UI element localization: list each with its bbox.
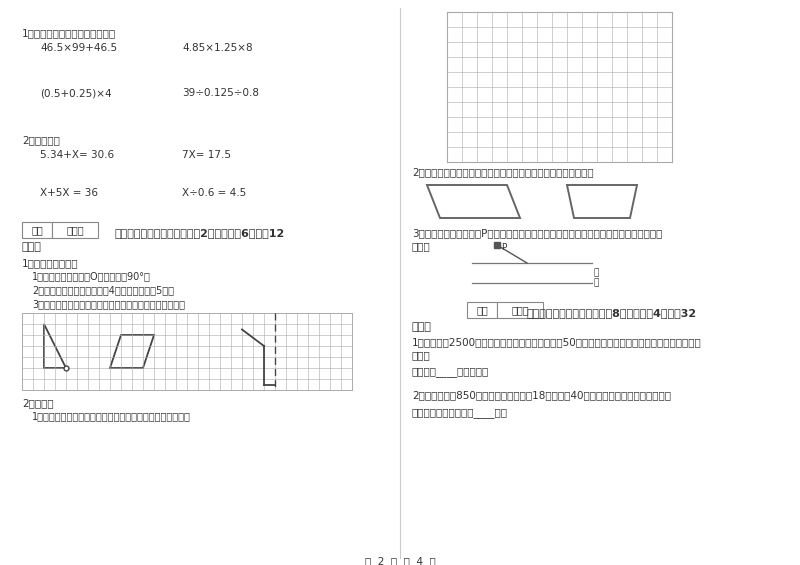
Text: 4.85×1.25×8: 4.85×1.25×8 bbox=[182, 43, 253, 53]
Text: P: P bbox=[501, 243, 506, 252]
Text: 7X= 17.5: 7X= 17.5 bbox=[182, 150, 231, 160]
Text: 3．画出右边的图形的另一半，使它成为一个轴对称图形。: 3．画出右边的图形的另一半，使它成为一个轴对称图形。 bbox=[32, 299, 185, 309]
Text: 得分: 得分 bbox=[476, 305, 488, 315]
Text: 1．将下图三角形绕点O逆时针旋转90°。: 1．将下图三角形绕点O逆时针旋转90°。 bbox=[32, 271, 151, 281]
Text: 46.5×99+46.5: 46.5×99+46.5 bbox=[40, 43, 117, 53]
Text: X+5X = 36: X+5X = 36 bbox=[40, 188, 98, 198]
Text: (0.5+0.25)×4: (0.5+0.25)×4 bbox=[40, 88, 112, 98]
Text: 出来）: 出来） bbox=[412, 241, 430, 251]
Text: 3．河岸上有一个喷水口P，从小河中插一根水管到喷水口，怎样接最省材料？（在图中画: 3．河岸上有一个喷水口P，从小河中插一根水管到喷水口，怎样接最省材料？（在图中画 bbox=[412, 228, 662, 238]
Bar bbox=[22, 222, 52, 238]
Text: 六、应用知识，解决问题（共8小题，每题4分，共32: 六、应用知识，解决问题（共8小题，每题4分，共32 bbox=[527, 308, 697, 318]
Text: 评卷人: 评卷人 bbox=[66, 225, 84, 235]
Text: 39÷0.125÷0.8: 39÷0.125÷0.8 bbox=[182, 88, 259, 98]
Text: 2．在下图中，各画一条线段，把它分成一个三角形和一个梯形。: 2．在下图中，各画一条线段，把它分成一个三角形和一个梯形。 bbox=[412, 167, 594, 177]
Text: 2．作图。: 2．作图。 bbox=[22, 398, 54, 408]
Text: 评卷人: 评卷人 bbox=[511, 305, 529, 315]
Text: 第  2  页  共  4  页: 第 2 页 共 4 页 bbox=[365, 556, 435, 565]
Text: 线杆？: 线杆？ bbox=[412, 350, 430, 360]
Text: 5.34+X= 30.6: 5.34+X= 30.6 bbox=[40, 150, 114, 160]
Text: 小: 小 bbox=[594, 268, 599, 277]
Text: X÷0.6 = 4.5: X÷0.6 = 4.5 bbox=[182, 188, 246, 198]
Bar bbox=[52, 222, 98, 238]
Text: 2．解方程。: 2．解方程。 bbox=[22, 135, 60, 145]
Text: 2．王老师带了850元钱去买足球，买了18个，找回40元，每个足球的价钱是多少元？: 2．王老师带了850元钱去买足球，买了18个，找回40元，每个足球的价钱是多少元… bbox=[412, 390, 671, 400]
Text: 河: 河 bbox=[594, 278, 599, 287]
Bar bbox=[497, 302, 543, 318]
Text: 五、认真思考，综合能力（共2小题，每题6分，共12: 五、认真思考，综合能力（共2小题，每题6分，共12 bbox=[115, 228, 285, 238]
Text: 1．在下面的方格纸中分别画一个等腰梯形和一个直角梯形。: 1．在下面的方格纸中分别画一个等腰梯形和一个直角梯形。 bbox=[32, 411, 191, 421]
Text: 1．脱式计算，能简算的要简算：: 1．脱式计算，能简算的要简算： bbox=[22, 28, 116, 38]
Bar bbox=[467, 302, 497, 318]
Text: 1．在一条长2500米的公路两侧架设电线杆，每隔50米架设一根，若公路两头不架，共需多少根电: 1．在一条长2500米的公路两侧架设电线杆，每隔50米架设一根，若公路两头不架，… bbox=[412, 337, 702, 347]
Text: 2．将平行四边形先向下平移4格，再向右平移5格。: 2．将平行四边形先向下平移4格，再向右平移5格。 bbox=[32, 285, 174, 295]
Text: 得分: 得分 bbox=[31, 225, 43, 235]
Text: 分）。: 分）。 bbox=[412, 322, 432, 332]
Text: 答：共需____根电线杆。: 答：共需____根电线杆。 bbox=[412, 367, 490, 377]
Text: 1．操作与探索题。: 1．操作与探索题。 bbox=[22, 258, 78, 268]
Text: 分）。: 分）。 bbox=[22, 242, 42, 252]
Text: 答：每个足球的价钱是____元。: 答：每个足球的价钱是____元。 bbox=[412, 408, 508, 418]
